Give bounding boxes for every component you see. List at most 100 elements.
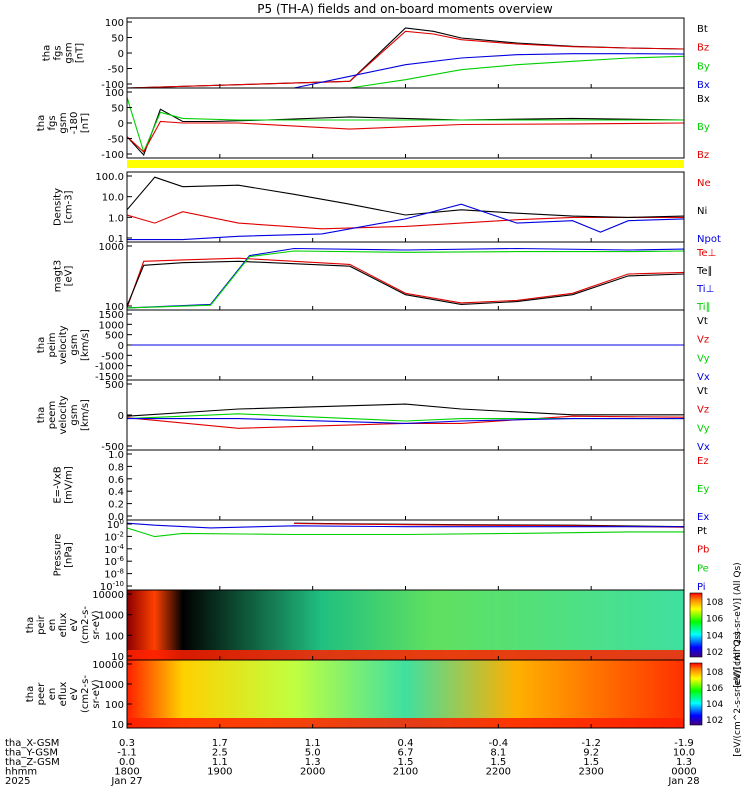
y-axis-label: tha (25, 617, 36, 633)
colorbar-tick-label: 104 (706, 631, 723, 641)
y-tick-label: 100 (107, 518, 124, 531)
series-line-Te⊥ (126, 257, 685, 309)
colorbar-tick-label: 106 (706, 684, 723, 694)
y-axis-label: peem (47, 401, 58, 429)
y-axis-label: [km/s] (80, 329, 91, 361)
legend-Pb: Pb (697, 545, 709, 556)
y-axis-label: Pressure (53, 534, 64, 577)
y-tick-label: 100 (105, 88, 124, 99)
legend-Vx: Vx (697, 442, 710, 453)
x-col-value: -0.4 (489, 738, 509, 749)
y-tick-label: -1000 (95, 362, 124, 373)
y-axis-label: magt3 (53, 260, 64, 293)
y-tick-label: 100 (105, 631, 124, 642)
y-tick-label: -500 (101, 442, 124, 453)
colorbar-tick-label: 106 (706, 615, 723, 625)
panel-peem_velocity: Vt Vz Vy Vx 500 0 -500 tha peem velocity gsm [km/s] (36, 379, 710, 453)
legend-Npot: Npot (697, 234, 721, 245)
y-tick-label: 100 (105, 18, 124, 29)
x-col-value: 2300 (578, 767, 603, 778)
heatmap-image (127, 590, 684, 660)
legend-Bz: Bz (697, 43, 709, 54)
y-axis-label: tha (42, 45, 53, 61)
x-row-label: 2025 (5, 776, 30, 787)
y-axis-label: -180 (69, 112, 80, 135)
figure-title: P5 (TH-A) fields and on-board moments ov… (257, 2, 553, 16)
y-axis-label: [nPa] (64, 542, 75, 568)
x-col-value: 1.5 (398, 757, 414, 768)
colorbar-bar (689, 662, 703, 726)
series-line-Vx (127, 418, 684, 424)
y-axis-label: peir (36, 614, 47, 634)
y-axis-label: tha (25, 686, 36, 702)
y-tick-label: 1000 (99, 320, 124, 331)
series-line-By (127, 55, 685, 89)
panel-fgs_gsm: Bt Bz By Bx 100 50 0 -50 -100 tha fgs gsm [nT] (42, 17, 710, 91)
legend-Pt: Pt (697, 526, 707, 537)
colorbar-tick-label: 104 (706, 700, 723, 710)
legend-Pi: Pi (697, 582, 706, 593)
y-axis-label: gsm (58, 112, 69, 133)
x-col-value: 1.1 (212, 757, 228, 768)
y-axis-label: peim (47, 332, 58, 357)
colorbar-tick-label: 108 (706, 668, 723, 678)
x-col-value: -1.9 (674, 738, 694, 749)
y-tick-label: 0.0 (108, 512, 124, 523)
y-axis-label: sr-eV) (91, 610, 102, 639)
legend-By: By (697, 61, 710, 72)
x-col-value: 1.3 (305, 757, 321, 768)
y-tick-label: -1500 (95, 372, 124, 383)
panel-peir_eflux: 108 106 104 102 [eV/(cm^2-s-sr-eV)] (All Qs)… (25, 562, 743, 687)
x-col-value: 5.0 (305, 748, 321, 759)
y-tick-label: -50 (108, 135, 124, 146)
y-axis-label: [cm-3] (64, 190, 75, 223)
x-axis-labels: tha_X-GSMtha_Y-GSMtha_Z-GSMhhmm20250.3-1… (5, 738, 700, 787)
legend-Bx: Bx (697, 94, 710, 105)
y-tick-label: 100 (105, 302, 124, 313)
legend-Ey: Ey (697, 484, 709, 495)
x-col-value: Jan 27 (110, 776, 142, 787)
x-col-value: 2.5 (212, 748, 228, 759)
legend-By: By (697, 122, 710, 133)
y-tick-label: 1000 (99, 611, 124, 622)
y-axis-label: gsm (69, 334, 80, 355)
legend-Vx: Vx (697, 372, 710, 383)
y-axis-label: E=-VxB (53, 466, 64, 503)
y-axis-label: [km/s] (80, 399, 91, 431)
y-tick-label: 100 (105, 700, 124, 711)
colorbar-title: [eV/(cm^2-s-sr-eV)] (All Qs) (733, 562, 743, 687)
y-tick-label: 0.2 (108, 500, 124, 511)
legend-Bx: Bx (697, 80, 710, 91)
y-axis-label: velocity (58, 325, 69, 364)
y-axis-label: eflux (58, 613, 69, 638)
series-line-By (126, 96, 684, 154)
y-tick-label: 100.0 (95, 172, 124, 183)
series-line-Bx (127, 53, 685, 89)
legend-Te⊥: Te⊥ (696, 248, 716, 259)
y-axis-label: eflux (58, 682, 69, 707)
y-tick-label: -500 (101, 351, 124, 362)
legend-Ez: Ez (697, 456, 709, 467)
x-col-value: 2100 (393, 767, 418, 778)
y-tick-label: 10 (111, 720, 124, 731)
legend-Vz: Vz (697, 405, 709, 416)
y-axis-label: en (47, 688, 58, 701)
x-col-value: 0.0 (119, 757, 135, 768)
y-tick-label: 10000 (92, 660, 124, 671)
x-col-value: 6.7 (398, 748, 414, 759)
x-col-value: 8.1 (490, 748, 506, 759)
colorbar-bar (689, 592, 703, 658)
y-axis-label: fgs (47, 115, 58, 130)
y-tick-label: -50 (108, 65, 124, 76)
x-row-label: tha_X-GSM (5, 738, 59, 749)
legend-Vz: Vz (697, 335, 709, 346)
x-col-value: 1800 (114, 767, 139, 778)
legend-Ex: Ex (697, 512, 709, 523)
x-row-label: tha_Z-GSM (5, 757, 60, 768)
y-tick-label: 10-2 (104, 530, 124, 543)
x-col-value: 1.5 (490, 757, 506, 768)
series-line-Bz (126, 30, 685, 89)
y-tick-label: 1000 (99, 242, 124, 253)
x-col-value: 0.4 (398, 738, 414, 749)
